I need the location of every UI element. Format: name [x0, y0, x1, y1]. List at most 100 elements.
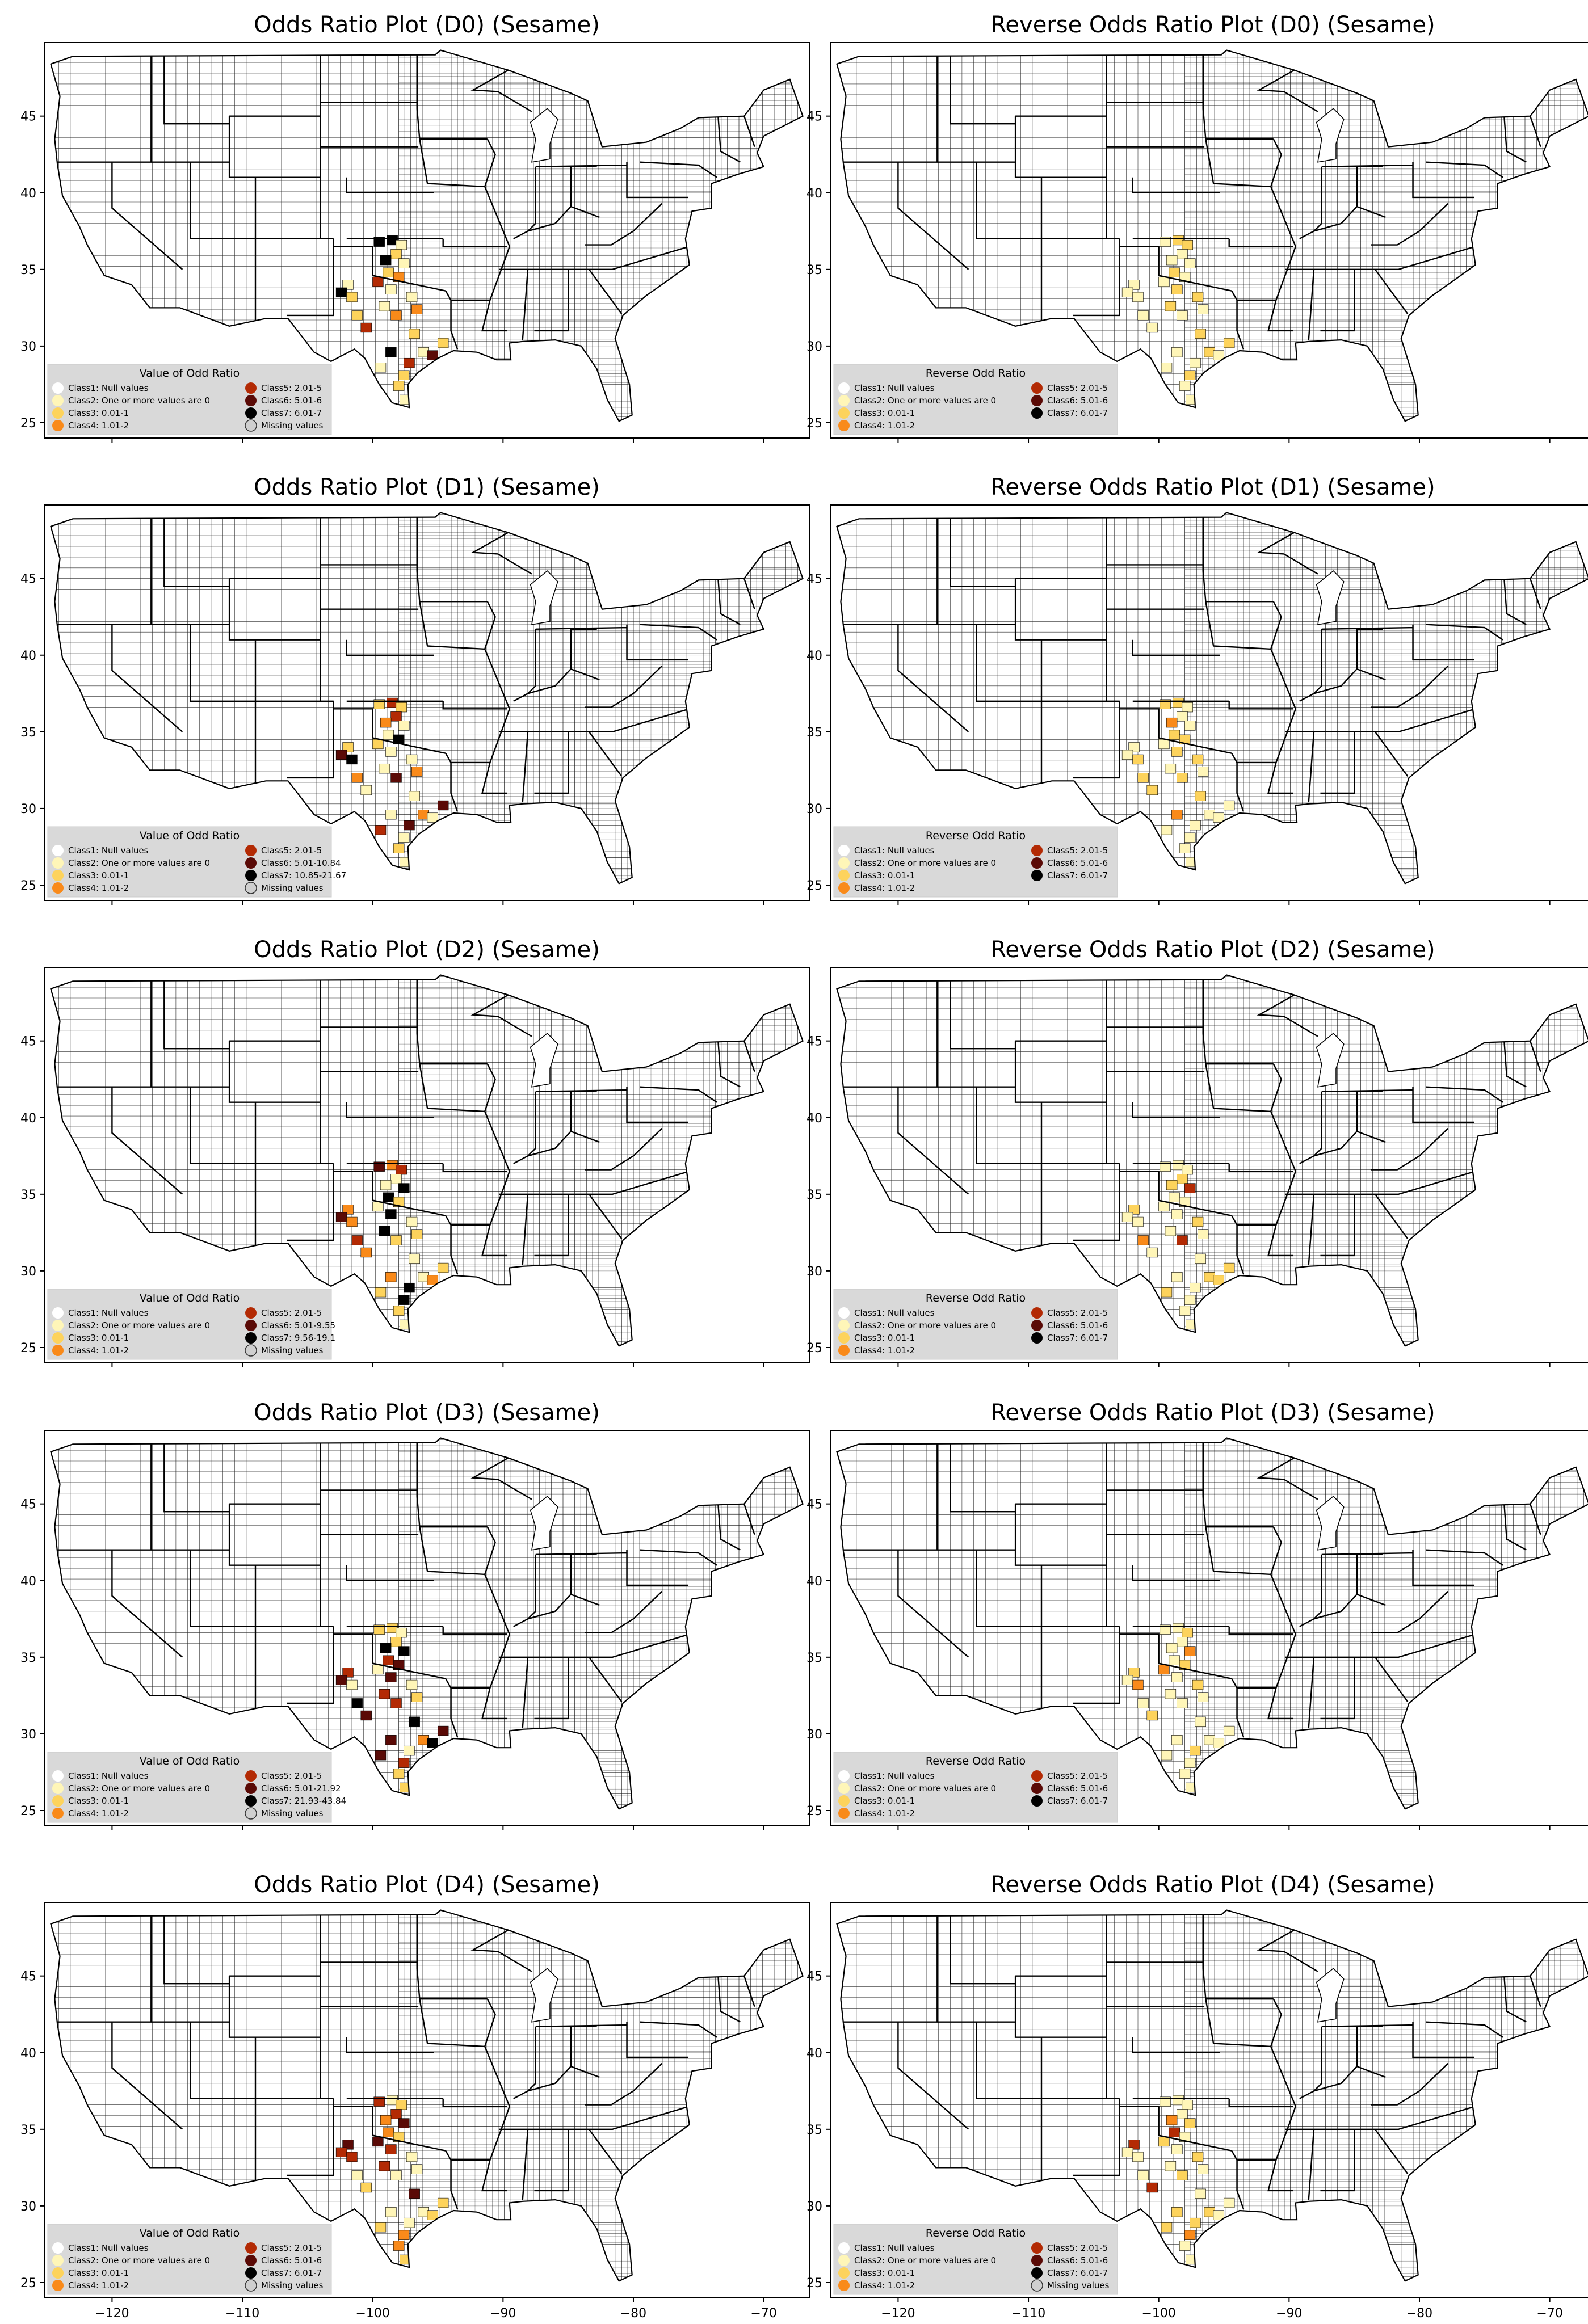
county-cell	[360, 785, 372, 795]
legend-marker	[52, 870, 64, 881]
county-cell	[1166, 1643, 1178, 1653]
y-tick-label: 40	[806, 649, 822, 663]
county-cell	[398, 1758, 410, 1768]
legend-label: Class4: 1.01-2	[854, 2280, 915, 2291]
legend-label: Class6: 5.01-6	[261, 395, 322, 406]
y-tick-label: 45	[20, 1035, 36, 1049]
country-outline	[836, 512, 1588, 885]
legend-marker	[52, 845, 64, 856]
county-cell	[411, 2164, 423, 2174]
legend-label: Class4: 1.01-2	[854, 1345, 915, 1355]
county-cell	[390, 310, 402, 321]
lake	[530, 1033, 558, 1088]
legend-label: Class6: 5.01-6	[1047, 1783, 1108, 1793]
y-tick-label: 30	[806, 2200, 822, 2214]
legend-label: Class6: 5.01-21.92	[261, 1783, 341, 1793]
y-tick-label: 30	[806, 802, 822, 816]
legend-label: Class3: 0.01-1	[68, 870, 129, 881]
lake	[1316, 1968, 1345, 2023]
county-cell	[406, 1216, 418, 1227]
state-boundaries	[843, 979, 1541, 1274]
lake	[1316, 108, 1345, 163]
country-outline	[836, 1909, 1588, 2282]
county-cell	[1223, 1262, 1235, 1273]
legend-box	[47, 1752, 332, 1823]
county-cell	[1179, 2241, 1191, 2251]
legend-marker	[52, 1307, 64, 1319]
county-cell	[427, 812, 439, 823]
county-cell	[385, 810, 397, 820]
legend-label: Class1: Null values	[854, 2243, 935, 2253]
county-cell	[1121, 750, 1133, 760]
legend-label: Class2: One or more values are 0	[854, 1783, 996, 1793]
county-cell	[1177, 2109, 1188, 2119]
legend-marker	[245, 2279, 257, 2292]
panel-title: Odds Ratio Plot (D4) (Sesame)	[254, 1872, 600, 1898]
legend-label: Class6: 5.01-6	[1047, 858, 1108, 868]
county-cell	[1166, 2115, 1178, 2125]
county-cell	[351, 1235, 363, 1245]
legend-title: Value of Odd Ratio	[140, 2227, 240, 2239]
county-cell	[437, 2197, 449, 2208]
legend-marker	[245, 407, 257, 419]
y-tick-label: 35	[806, 1188, 822, 1202]
country-outline	[50, 1437, 804, 1810]
county-cell	[1146, 322, 1158, 333]
county-cell	[396, 2099, 407, 2110]
county-cell	[360, 1247, 372, 1258]
legend-box	[833, 1752, 1118, 1823]
county-cell	[390, 2109, 402, 2119]
county-cell	[406, 2152, 418, 2162]
county-cell	[427, 350, 439, 360]
legend-label: Class1: Null values	[68, 1308, 149, 1318]
county-cell	[1179, 734, 1191, 745]
county-cell	[385, 1672, 397, 1682]
county-cell	[1182, 2099, 1193, 2110]
y-tick-label: 40	[20, 1112, 36, 1126]
county-cell	[1182, 1627, 1193, 1638]
x-tick-label: −70	[1536, 2306, 1562, 2321]
county-cell	[373, 237, 385, 247]
legend-title: Reverse Odd Ratio	[926, 830, 1026, 842]
county-cell	[1179, 1660, 1191, 1670]
legend-label: Class2: One or more values are 0	[854, 1320, 996, 1331]
lake	[530, 570, 558, 625]
county-cell	[1132, 2152, 1144, 2162]
legend-label: Class6: 5.01-6	[1047, 1320, 1108, 1331]
county-cell	[1137, 1698, 1149, 1708]
legend-marker	[838, 1307, 850, 1319]
legend-marker	[245, 1807, 257, 1820]
county-cell	[1179, 843, 1191, 853]
legend-marker	[52, 2280, 64, 2291]
county-cell	[1161, 1750, 1173, 1761]
county-cell	[1165, 763, 1177, 774]
country-outline	[836, 974, 1588, 1347]
legend-label: Class2: One or more values are 0	[68, 858, 210, 868]
legend-marker	[245, 845, 257, 856]
x-tick-label: −120	[95, 2306, 129, 2321]
y-tick-label: 45	[806, 572, 822, 587]
legend-label: Class6: 5.01-9.55	[261, 1320, 335, 1331]
legend-box	[833, 364, 1118, 435]
legend-box	[47, 364, 332, 435]
county-cell	[383, 267, 394, 277]
county-cell	[393, 1197, 405, 1207]
legend-marker	[52, 407, 64, 419]
panel-title: Odds Ratio Plot (D3) (Sesame)	[254, 1400, 600, 1426]
y-tick-label: 35	[20, 726, 36, 740]
county-cell	[335, 2147, 347, 2158]
county-cell	[390, 711, 402, 722]
county-cell	[351, 773, 363, 783]
legend-label: Missing values	[1047, 2280, 1110, 2291]
county-grid	[51, 1910, 803, 2281]
legend-label: Class6: 5.01-6	[261, 2255, 322, 2266]
legend-label: Class2: One or more values are 0	[854, 2255, 996, 2266]
legend-marker	[245, 1307, 257, 1319]
legend-marker	[1031, 407, 1043, 419]
panel-title: Reverse Odds Ratio Plot (D4) (Sesame)	[990, 1872, 1435, 1898]
legend-marker	[838, 382, 850, 394]
y-tick-label: 25	[20, 2276, 36, 2291]
x-tick-label: −120	[881, 2306, 915, 2321]
county-cell	[372, 739, 384, 750]
